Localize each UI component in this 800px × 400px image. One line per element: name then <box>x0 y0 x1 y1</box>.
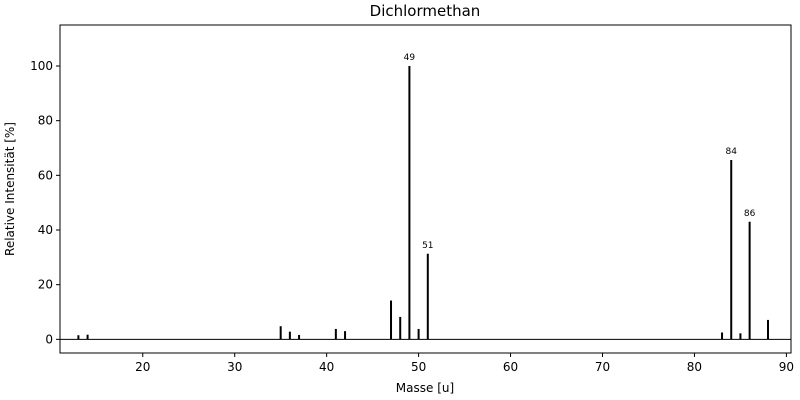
peak-label: 84 <box>726 147 738 157</box>
x-tick-label: 40 <box>319 360 334 374</box>
y-tick-label: 0 <box>45 332 53 346</box>
peak-label: 86 <box>744 209 756 219</box>
x-tick-label: 20 <box>135 360 150 374</box>
x-tick-label: 30 <box>227 360 242 374</box>
y-tick-label: 20 <box>38 278 53 292</box>
x-tick-label: 70 <box>595 360 610 374</box>
plot-frame <box>59 24 792 354</box>
x-tick-label: 50 <box>411 360 426 374</box>
x-tick-label: 80 <box>687 360 702 374</box>
peak-label: 51 <box>422 241 433 251</box>
y-tick-label: 40 <box>38 223 53 237</box>
y-tick-label: 60 <box>38 168 53 182</box>
x-tick-label: 90 <box>779 360 794 374</box>
x-tick-label: 60 <box>503 360 518 374</box>
y-axis-label: Relative Intensität [%] <box>3 122 17 256</box>
chart-title: Dichlormethan <box>370 2 481 20</box>
x-axis-label: Masse [u] <box>396 381 454 395</box>
y-tick-label: 80 <box>38 114 53 128</box>
plot-area: 49 51 84 86 <box>60 53 791 340</box>
y-tick-label: 100 <box>30 59 53 73</box>
peak-label: 49 <box>404 53 416 63</box>
